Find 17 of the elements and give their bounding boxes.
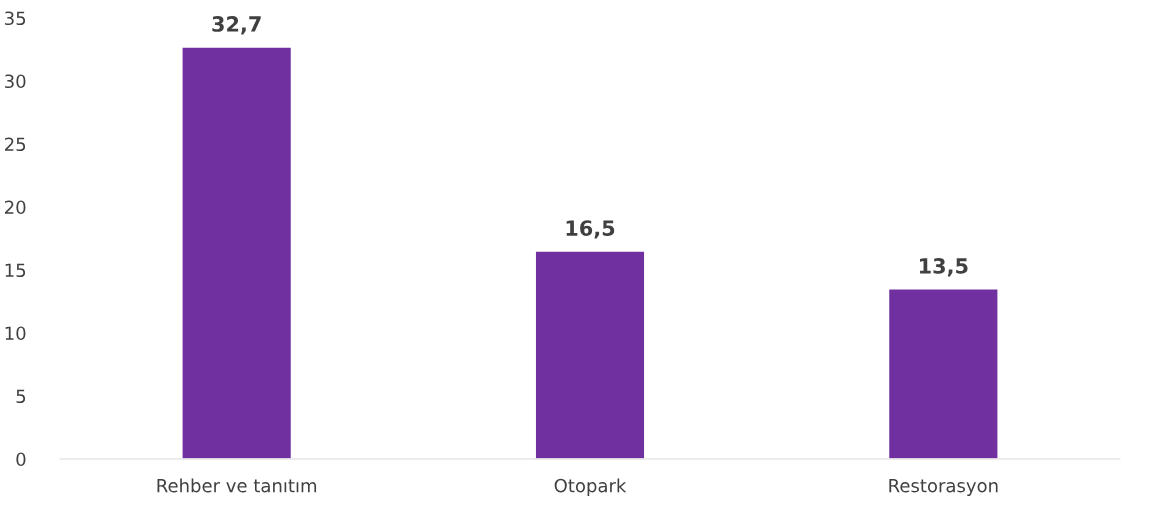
y-tick-label: 10 [5, 326, 26, 341]
data-label: 16,5 [566, 220, 615, 239]
y-tick-label: 25 [5, 137, 26, 152]
x-tick-label: Rehber ve tanıtım [157, 478, 317, 493]
x-tick-label: Otopark [554, 478, 627, 496]
y-tick-label: 5 [16, 389, 26, 404]
data-label: 32,7 [212, 16, 261, 35]
data-label: 13,5 [919, 257, 968, 277]
y-tick-label: 35 [5, 11, 26, 26]
y-tick-label: 15 [5, 263, 26, 278]
bar [534, 250, 646, 459]
y-tick-label: 30 [5, 74, 26, 89]
bar [887, 288, 999, 459]
y-tick-label: 20 [5, 200, 26, 215]
bar [181, 46, 293, 459]
y-tick-label: 0 [16, 452, 26, 467]
x-tick-label: Restorasyon [889, 479, 998, 496]
